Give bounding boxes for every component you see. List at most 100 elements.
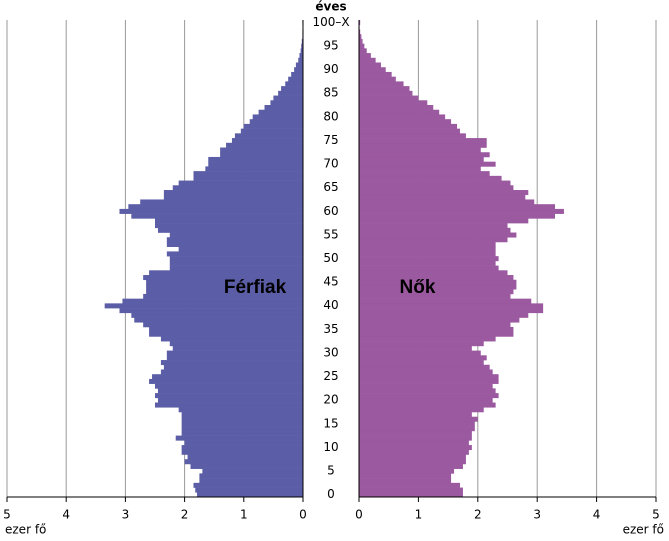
bar <box>278 90 303 96</box>
bar <box>359 241 496 247</box>
bar <box>359 105 434 111</box>
bar <box>359 166 481 172</box>
bar <box>359 38 363 44</box>
bar <box>155 393 303 399</box>
bar <box>226 142 303 148</box>
y-tick-label: 90 <box>323 62 338 76</box>
bar <box>163 364 303 370</box>
bar <box>359 421 475 427</box>
bar <box>359 463 463 469</box>
series-label: Nők <box>400 277 436 298</box>
bar <box>166 241 303 247</box>
bar <box>359 48 367 54</box>
bar <box>160 369 303 375</box>
bar <box>359 326 514 333</box>
bar <box>273 95 303 101</box>
bar <box>359 293 511 299</box>
bar <box>181 416 303 422</box>
bar <box>359 397 493 403</box>
bar <box>172 185 303 191</box>
bar <box>155 402 303 408</box>
bar <box>163 190 303 196</box>
bar <box>149 326 303 333</box>
bar <box>359 251 496 257</box>
bar <box>359 317 520 323</box>
bar <box>181 421 303 427</box>
y-tick-label: 30 <box>323 345 338 359</box>
bar <box>152 374 303 380</box>
y-tick-label: 65 <box>323 180 338 194</box>
bar <box>359 275 514 281</box>
bar <box>193 482 303 488</box>
bar <box>291 71 303 77</box>
bar <box>166 237 303 243</box>
x-tick-label: 2 <box>474 508 482 522</box>
x-tick-label: 4 <box>593 508 601 522</box>
bar <box>359 388 496 394</box>
bar <box>149 270 303 276</box>
x-axis-title: ezer fő <box>5 523 46 537</box>
bar <box>359 407 484 413</box>
bar <box>202 468 303 474</box>
bar <box>359 208 564 214</box>
bar <box>157 388 303 394</box>
x-tick-label: 0 <box>355 508 363 522</box>
bar <box>220 147 303 153</box>
bar <box>359 199 535 205</box>
bar <box>359 440 469 446</box>
y-tick-label: 15 <box>323 416 338 430</box>
bar <box>184 440 303 446</box>
bar <box>359 90 413 96</box>
bar <box>172 345 303 351</box>
bar <box>359 279 517 285</box>
bar <box>181 430 303 436</box>
bar <box>285 81 303 87</box>
bar <box>359 34 362 40</box>
x-tick-label: 4 <box>62 508 70 522</box>
bar <box>359 345 472 351</box>
bar <box>359 260 496 266</box>
x-axis-title: ezer fő <box>623 523 664 537</box>
bar <box>231 138 303 144</box>
bar <box>134 317 303 323</box>
bar <box>359 459 466 465</box>
bar <box>359 232 517 238</box>
bar <box>359 204 556 210</box>
bar <box>359 29 361 35</box>
bar <box>295 62 303 68</box>
bar <box>195 487 303 493</box>
bar <box>128 204 303 210</box>
bar <box>288 76 303 82</box>
bar <box>146 289 303 295</box>
bar <box>359 430 472 436</box>
bar <box>359 355 487 361</box>
y-tick-label: 75 <box>323 133 338 147</box>
bar <box>149 378 303 384</box>
bar <box>146 284 303 290</box>
bar <box>169 341 303 347</box>
bar <box>359 308 544 314</box>
bar <box>359 449 469 455</box>
bar <box>205 166 303 172</box>
bar <box>359 426 475 432</box>
bar <box>359 393 499 399</box>
bar <box>281 86 303 92</box>
bar <box>359 53 371 59</box>
x-tick-label: 1 <box>415 508 423 522</box>
bar <box>359 57 376 63</box>
bar <box>155 383 303 389</box>
bar <box>359 364 490 370</box>
bar <box>160 336 303 342</box>
bar <box>359 213 556 219</box>
bar <box>359 289 514 295</box>
bar <box>190 463 303 469</box>
bar <box>243 123 303 129</box>
x-tick-label: 2 <box>181 508 189 522</box>
bar <box>359 20 361 26</box>
bar <box>359 492 463 498</box>
bar <box>359 152 490 158</box>
bar <box>359 246 496 252</box>
bar <box>359 161 496 167</box>
bar <box>359 138 487 144</box>
bar <box>104 303 304 309</box>
